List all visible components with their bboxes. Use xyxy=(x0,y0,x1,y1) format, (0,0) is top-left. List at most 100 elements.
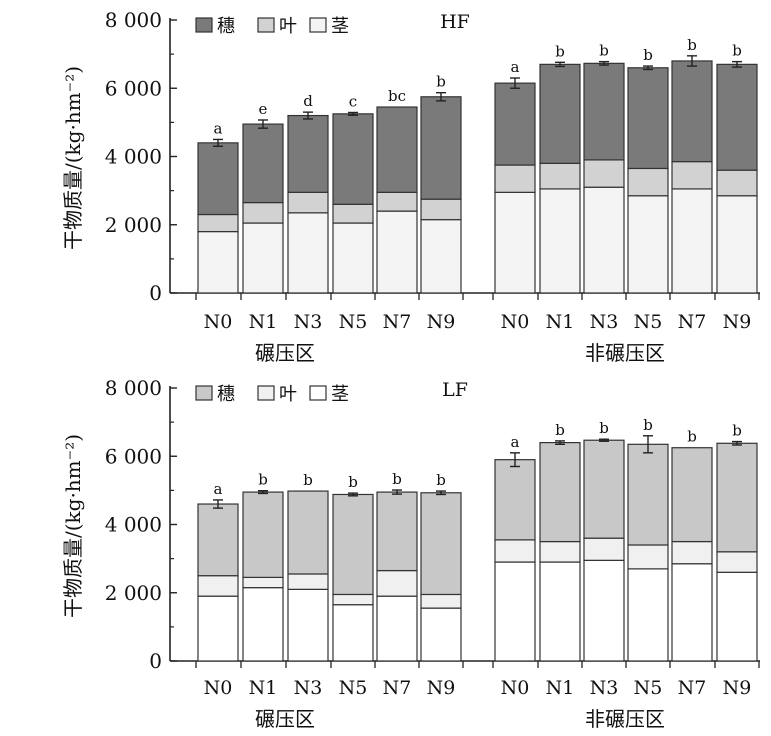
bar-segment xyxy=(494,191,536,294)
x-tick-label: N1 xyxy=(249,677,278,699)
x-tick-label: N0 xyxy=(501,677,530,699)
legend-swatch xyxy=(309,17,327,33)
bar-segment xyxy=(332,604,374,662)
bar-segment xyxy=(332,222,374,294)
bar-segment xyxy=(287,588,329,662)
bar-segment xyxy=(287,114,329,193)
bar-segment xyxy=(627,443,669,546)
legend-label: 茎 xyxy=(331,16,349,37)
bar-segment xyxy=(197,142,239,216)
bar-segment xyxy=(376,210,418,294)
bar-segment xyxy=(287,490,329,575)
y-tick-label: 6 000 xyxy=(105,444,162,468)
y-tick-label: 4 000 xyxy=(105,513,162,537)
legend-swatch xyxy=(195,17,213,33)
bar-segment xyxy=(242,576,284,589)
significance-label: b xyxy=(687,36,697,54)
bar-segment xyxy=(376,491,418,572)
legend-swatch xyxy=(309,385,327,401)
significance-label: b xyxy=(303,471,313,489)
bar-segment xyxy=(420,198,462,221)
bar-segment xyxy=(420,492,462,596)
y-tick-label: 4 000 xyxy=(105,145,162,169)
x-tick-label: N7 xyxy=(383,311,412,333)
significance-label: b xyxy=(599,42,609,60)
bar-segment xyxy=(627,544,669,570)
legend-swatch xyxy=(257,17,275,33)
significance-label: b xyxy=(643,416,653,434)
significance-label: b xyxy=(436,471,446,489)
x-tick-label: N0 xyxy=(204,311,233,333)
bar-segment xyxy=(376,106,418,193)
x-tick-label: N5 xyxy=(339,311,368,333)
bar-segment xyxy=(716,195,758,294)
bar-segment xyxy=(197,503,239,577)
significance-label: b xyxy=(555,421,565,439)
significance-label: a xyxy=(511,58,520,76)
significance-label: b xyxy=(732,422,742,440)
bar-segment xyxy=(242,587,284,662)
bar-segment xyxy=(242,491,284,578)
bar-segment xyxy=(583,62,625,161)
y-tick-label: 0 xyxy=(149,649,162,673)
y-tick-label: 2 000 xyxy=(105,581,162,605)
bar-segment xyxy=(671,161,713,190)
x-tick-label: N9 xyxy=(427,311,456,333)
bar-segment xyxy=(539,162,581,190)
significance-label: bc xyxy=(388,87,406,105)
bar-segment xyxy=(671,447,713,543)
bar-segment xyxy=(716,63,758,171)
bar-segment xyxy=(671,563,713,662)
bar-segment xyxy=(671,540,713,565)
x-tick-label: N3 xyxy=(590,311,619,333)
x-tick-label: N0 xyxy=(501,311,530,333)
significance-label: e xyxy=(259,100,268,118)
bar-segment xyxy=(671,60,713,163)
bar-segment xyxy=(583,159,625,188)
group-label: 碾压区 xyxy=(255,707,315,731)
significance-label: a xyxy=(511,433,520,451)
significance-label: b xyxy=(599,419,609,437)
legend-label: 穗 xyxy=(217,384,235,405)
legend-label: 叶 xyxy=(279,384,297,405)
bar-segment xyxy=(583,439,625,539)
x-tick-label: N3 xyxy=(294,311,323,333)
bar-segment xyxy=(627,167,669,197)
bar-segment xyxy=(287,212,329,294)
x-tick-label: N1 xyxy=(546,311,575,333)
y-tick-label: 2 000 xyxy=(105,213,162,237)
bar-segment xyxy=(376,191,418,212)
bar-segment xyxy=(539,442,581,543)
bar-segment xyxy=(539,63,581,164)
bar-segment xyxy=(332,493,374,596)
x-tick-label: N1 xyxy=(249,311,278,333)
group-label: 非碾压区 xyxy=(585,341,665,365)
group-label: 非碾压区 xyxy=(585,707,665,731)
y-tick-label: 8 000 xyxy=(105,376,162,400)
significance-label: b xyxy=(555,42,565,60)
significance-label: b xyxy=(258,471,268,489)
significance-label: a xyxy=(214,119,223,137)
bar-segment xyxy=(716,442,758,553)
bar-segment xyxy=(332,113,374,205)
x-tick-label: N9 xyxy=(723,311,752,333)
x-tick-label: N9 xyxy=(723,677,752,699)
legend-swatch xyxy=(257,385,275,401)
bar-segment xyxy=(494,561,536,662)
bar-segment xyxy=(197,595,239,662)
x-tick-label: N3 xyxy=(590,677,619,699)
chart-panel-lf: 0 2 000 4 000 6 000 8 000 干物质量/(kg·hm⁻²) N0 N1 N… xyxy=(61,376,760,731)
bar-segment xyxy=(287,573,329,590)
legend-label: 叶 xyxy=(279,16,297,37)
significance-label: b xyxy=(732,42,742,60)
bar-segment xyxy=(716,551,758,573)
significance-label: d xyxy=(303,92,313,110)
bar-segment xyxy=(583,186,625,294)
bar-segment xyxy=(627,195,669,294)
bar-segment xyxy=(197,575,239,597)
bar-segment xyxy=(494,164,536,193)
bar-segment xyxy=(332,203,374,224)
bar-segment xyxy=(242,123,284,204)
bar-segment xyxy=(716,571,758,662)
